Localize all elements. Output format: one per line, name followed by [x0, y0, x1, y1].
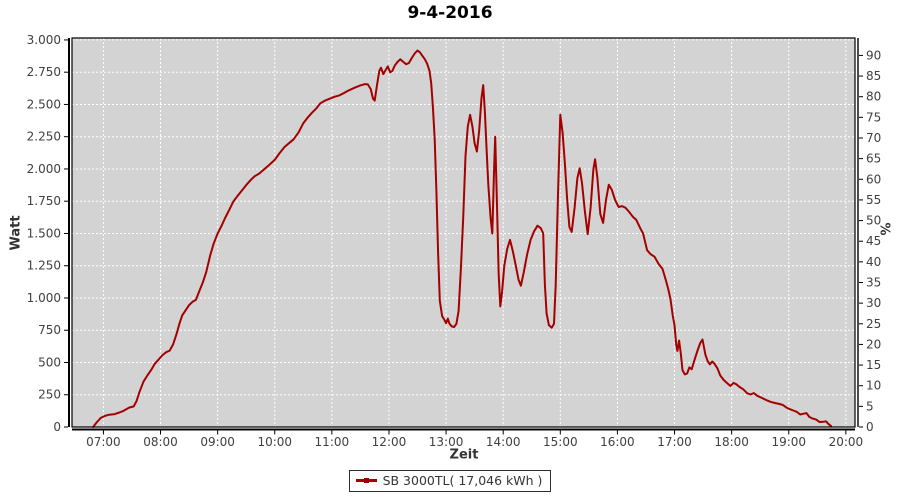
y-axis-label-percent: %	[876, 222, 892, 236]
legend-box: SB 3000TL( 17,046 kWh )	[348, 470, 552, 492]
series-line-sb3000tl	[92, 49, 832, 428]
y-right-tick-label: 30	[866, 296, 881, 310]
x-tick-label: 15:00	[543, 435, 578, 449]
y-right-tick-label: 45	[866, 234, 881, 248]
x-tick-label: 11:00	[315, 435, 350, 449]
x-tick-label: 17:00	[657, 435, 692, 449]
y-left-tick-label: 2.000	[27, 162, 61, 176]
x-tick-label: 09:00	[200, 435, 235, 449]
x-tick-label: 20:00	[829, 435, 864, 449]
x-tick-label: 18:00	[714, 435, 749, 449]
y-left-tick-label: 1.500	[27, 226, 61, 240]
plot-border	[71, 37, 856, 428]
y-right-tick-label: 85	[866, 69, 881, 83]
x-tick-label: 19:00	[771, 435, 806, 449]
legend-row: SB 3000TL( 17,046 kWh )	[0, 470, 900, 492]
y-left-tick-label: 2.750	[27, 65, 61, 79]
y-left-tick-label: 0	[53, 420, 61, 434]
y-right-tick-label: 10	[866, 379, 881, 393]
legend-series-label: SB 3000TL( 17,046 kWh )	[382, 473, 543, 488]
y-right-tick-label: 70	[866, 131, 881, 145]
x-tick-label: 13:00	[429, 435, 464, 449]
y-right-tick-label: 0	[866, 420, 874, 434]
y-right-tick-label: 60	[866, 172, 881, 186]
y-right-tick-label: 80	[866, 90, 881, 104]
x-tick-label: 16:00	[600, 435, 635, 449]
y-right-tick-label: 50	[866, 214, 881, 228]
x-axis-label-zeit: Zeit	[449, 447, 479, 463]
y-left-tick-label: 250	[38, 388, 61, 402]
y-right-tick-label: 65	[866, 152, 881, 166]
y-right-tick-label: 5	[866, 399, 874, 413]
y-right-tick-label: 25	[866, 317, 881, 331]
y-left-tick-label: 2.500	[27, 97, 61, 111]
y-right-tick-label: 20	[866, 337, 881, 351]
chart-title: 9-4-2016	[407, 3, 493, 23]
y-left-tick-label: 2.250	[27, 130, 61, 144]
y-left-tick-label: 1.750	[27, 194, 61, 208]
y-left-tick-label: 750	[38, 323, 61, 337]
y-right-tick-label: 40	[866, 255, 881, 269]
y-right-tick-label: 90	[866, 48, 881, 62]
y-left-tick-label: 500	[38, 355, 61, 369]
y-right-tick-label: 35	[866, 275, 881, 289]
legend-series-line-icon	[355, 478, 377, 483]
x-tick-label: 12:00	[372, 435, 407, 449]
y-left-tick-label: 3.000	[27, 33, 61, 47]
x-tick-label: 08:00	[143, 435, 178, 449]
x-tick-label: 10:00	[257, 435, 292, 449]
y-right-tick-label: 55	[866, 193, 881, 207]
y-right-tick-label: 75	[866, 110, 881, 124]
y-right-tick-label: 15	[866, 358, 881, 372]
y-left-tick-label: 1.000	[27, 291, 61, 305]
y-left-tick-label: 1.250	[27, 259, 61, 273]
x-tick-label: 14:00	[486, 435, 521, 449]
y-axis-label-watt: Watt	[8, 215, 24, 251]
x-tick-label: 07:00	[86, 435, 121, 449]
